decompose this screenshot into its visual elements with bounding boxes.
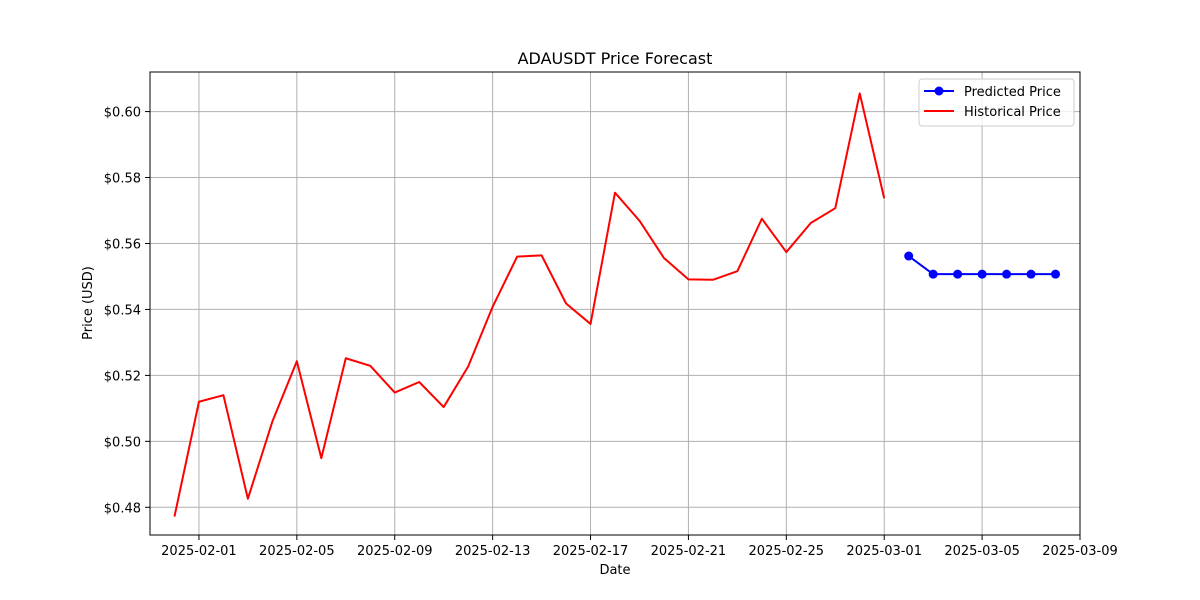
y-tick-label: $0.56 xyxy=(104,237,141,252)
y-tick-label: $0.48 xyxy=(104,501,141,516)
predicted-price-point xyxy=(953,269,963,279)
x-tick-label: 2025-02-21 xyxy=(651,544,727,559)
legend-label-historical: Historical Price xyxy=(964,105,1061,120)
x-tick-label: 2025-02-25 xyxy=(749,544,825,559)
legend-box xyxy=(918,78,1075,127)
y-tick-label: $0.54 xyxy=(104,303,141,318)
x-tick-label: 2025-03-09 xyxy=(1042,544,1118,559)
x-tick-label: 2025-03-01 xyxy=(846,544,922,559)
axis-ticks: 2025-02-01 2025-02-05 2025-02-09 2025-02-13… xyxy=(104,106,1118,559)
legend-marker-predicted xyxy=(934,86,944,96)
predicted-price-point xyxy=(1051,269,1061,279)
y-tick-label: $0.52 xyxy=(104,369,141,384)
x-tick-label: 2025-02-01 xyxy=(161,544,237,559)
series-layer xyxy=(173,92,1061,517)
chart-title: ADAUSDT Price Forecast xyxy=(518,49,713,68)
historical-price-line xyxy=(173,92,886,517)
x-tick-label: 2025-02-09 xyxy=(357,544,433,559)
predicted-price-point xyxy=(904,251,914,261)
legend: Predicted Price Historical Price xyxy=(918,78,1075,127)
y-tick-label: $0.50 xyxy=(104,435,141,450)
x-tick-label: 2025-02-05 xyxy=(259,544,335,559)
legend-label-predicted: Predicted Price xyxy=(964,85,1061,100)
x-tick-label: 2025-02-17 xyxy=(553,544,629,559)
predicted-price-point xyxy=(1026,269,1036,279)
y-tick-label: $0.60 xyxy=(104,106,141,121)
y-tick-label: $0.58 xyxy=(104,172,141,187)
y-axis-title: Price (USD) xyxy=(81,266,96,340)
predicted-price-point xyxy=(977,269,987,279)
plot-frame xyxy=(149,71,1081,536)
x-axis-title: Date xyxy=(599,563,630,578)
x-tick-label: 2025-03-05 xyxy=(944,544,1020,559)
predicted-price-point xyxy=(928,269,938,279)
x-tick-label: 2025-02-13 xyxy=(455,544,531,559)
predicted-price-point xyxy=(1002,269,1012,279)
